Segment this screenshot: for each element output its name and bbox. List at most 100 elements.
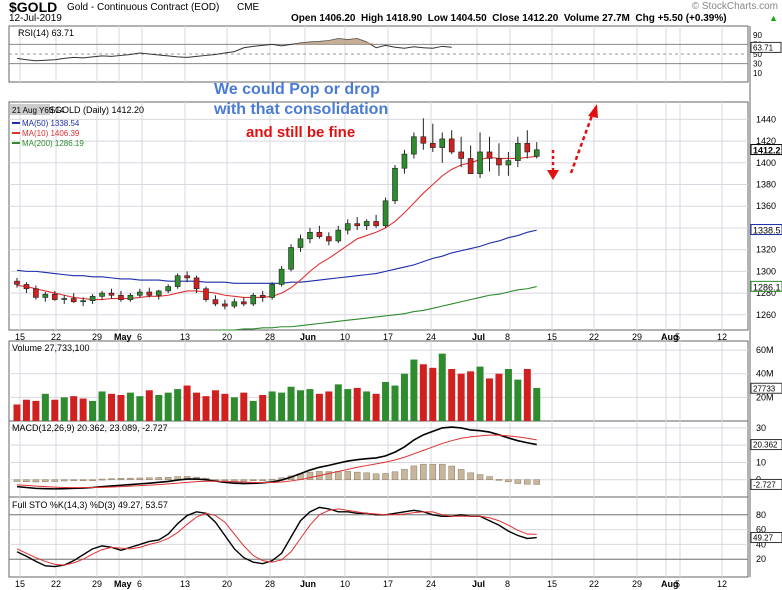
vol-y-tick: 20M [756, 392, 774, 402]
watermark: © StockCharts.com [691, 1, 778, 12]
volume-bar [523, 369, 531, 421]
volume-bar [372, 393, 380, 421]
macd-histogram-bar [420, 463, 427, 480]
candle-body [80, 300, 86, 303]
volume-bar [486, 378, 493, 421]
x-tick-label-bottom: 29 [632, 579, 642, 589]
macd-histogram-bar [70, 479, 77, 481]
macd-histogram-bar [306, 471, 314, 480]
x-tick-label-bottom: 17 [383, 579, 393, 589]
macd-histogram-bar [108, 478, 115, 480]
candle-body [533, 149, 540, 157]
date-box [10, 104, 50, 115]
macd-histogram-bar [401, 469, 408, 480]
macd-histogram-bar [486, 476, 493, 480]
volume-bar [79, 398, 87, 421]
x-tick-label: 15 [15, 332, 25, 342]
volume-bar [108, 393, 115, 421]
candle-body [231, 301, 238, 307]
x-tick-label: 6 [137, 332, 142, 342]
candle-body [259, 294, 266, 298]
macd-histogram-bar [240, 479, 248, 482]
macd-histogram-bar [89, 479, 96, 481]
volume-bar [259, 395, 267, 421]
candle-body [212, 299, 219, 305]
x-tick-label-bottom: 20 [222, 579, 232, 589]
price-badge-label: 1412.2 [753, 146, 781, 156]
candle-body [401, 153, 408, 169]
macd-histogram-bar [146, 477, 153, 480]
candle-body [420, 136, 427, 144]
annotation-line-2: with that consolidation [214, 101, 389, 118]
rsi-legend: RSI(14) 63.71 [18, 28, 74, 38]
macd-histogram-bar [117, 478, 125, 480]
macd-histogram-bar [51, 479, 59, 482]
candle-body [51, 293, 58, 300]
macd-histogram-bar [344, 471, 351, 480]
price-y-tick: 1380 [756, 180, 776, 190]
candle-body [61, 298, 68, 300]
candle-body [203, 288, 209, 300]
candle-body [382, 200, 389, 227]
candle-body [439, 138, 446, 148]
chart-date: 12-Jul-2019 [9, 13, 62, 24]
macd-value-label: 20.362 [753, 441, 778, 450]
volume-bar [306, 389, 314, 421]
volume-bar [419, 364, 427, 421]
price-y-tick: 1420 [756, 136, 776, 146]
macd-histogram-bar [533, 479, 540, 485]
candle-body [155, 290, 162, 296]
volume-bar [533, 387, 541, 421]
x-tick-label: 29 [632, 332, 642, 342]
ma10-line [16, 155, 537, 301]
x-tick-label-bottom: 15 [547, 579, 557, 589]
candle-body [222, 303, 228, 307]
vol-y-tick: 60M [756, 345, 774, 355]
macd-histogram-bar [514, 479, 522, 484]
macd-histogram-bar [155, 477, 162, 480]
macd-histogram-bar [98, 478, 106, 481]
volume-bar [60, 397, 68, 421]
macd-histogram-bar [391, 471, 399, 480]
x-tick-label-bottom: 13 [180, 579, 190, 589]
macd-histogram-bar [363, 472, 370, 480]
macd-histogram-bar [372, 473, 380, 480]
price-y-tick: 1320 [756, 245, 776, 255]
x-tick-label-bottom: 10 [340, 579, 350, 589]
volume-bar [211, 390, 219, 421]
candle-body [429, 142, 436, 148]
volume-legend: Volume 27,733,100 [12, 343, 90, 353]
candle-body [496, 158, 502, 166]
ma200-line [215, 286, 537, 331]
macd-legend: MACD(12,26,9) 20.362, 23.089, -2.727 [12, 423, 168, 433]
rsi-y-tick: 90 [753, 31, 762, 40]
volume-bar [363, 391, 371, 421]
macd-histogram-bar [439, 463, 446, 480]
macd-y-tick: 10 [756, 457, 766, 467]
macd-histogram-bar [42, 479, 49, 483]
sto-y-tick: 40 [756, 539, 766, 549]
volume-bar [438, 353, 446, 421]
volume-bar [287, 386, 295, 421]
macd-histogram-bar [268, 478, 276, 481]
price-legend-item: MA(10) 1406.39 [22, 129, 80, 138]
x-tick-label-bottom: 8 [505, 579, 510, 589]
x-tick-label-bottom: 24 [426, 579, 436, 589]
x-tick-label-bottom: Aug [661, 579, 679, 589]
price-legend-item: MA(50) 1338.54 [22, 119, 80, 128]
candle-body [108, 292, 115, 296]
volume-bar [89, 400, 97, 421]
volume-bar [13, 404, 21, 421]
down-arrowhead-icon [547, 170, 559, 180]
macd-histogram-bar [335, 471, 342, 480]
volume-bar [278, 392, 286, 421]
x-tick-label: May [114, 332, 132, 342]
x-tick-label: 20 [222, 332, 232, 342]
candle-body [505, 160, 512, 166]
x-tick-label: 28 [265, 332, 275, 342]
x-tick-label-bottom: Jul [472, 579, 485, 589]
volume-bar [164, 392, 172, 421]
volume-bar [193, 392, 201, 421]
macd-line [16, 426, 537, 490]
